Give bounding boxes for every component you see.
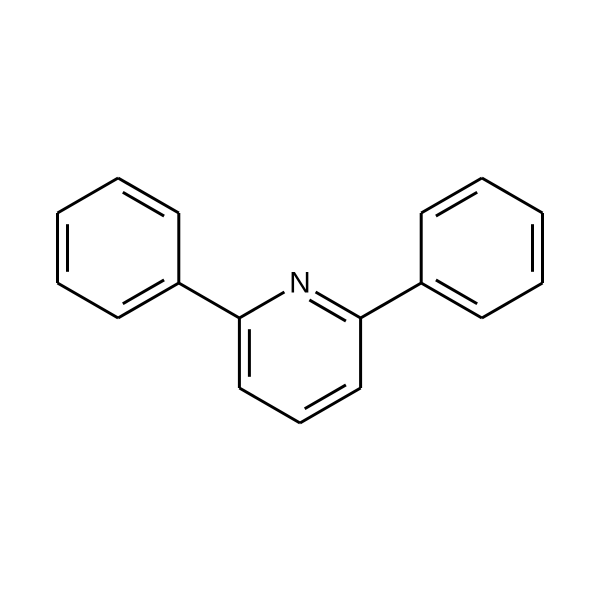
- atom-labels-group: N: [289, 267, 311, 300]
- bonds-group: [58, 178, 543, 423]
- bond-line: [305, 385, 346, 409]
- bond-line: [58, 178, 119, 213]
- bond-line: [361, 283, 422, 318]
- bond-line: [179, 283, 240, 318]
- bond-line: [436, 192, 477, 216]
- bond-line: [316, 292, 361, 318]
- bond-line: [123, 280, 164, 304]
- bond-line: [239, 388, 300, 423]
- bond-line: [123, 192, 164, 216]
- bond-line: [309, 300, 346, 321]
- bond-line: [436, 280, 477, 304]
- bond-line: [482, 283, 543, 318]
- bond-line: [58, 283, 119, 318]
- molecule-diagram: N: [0, 0, 600, 600]
- atom-label-n: N: [289, 267, 311, 300]
- bond-line: [239, 292, 284, 318]
- bond-line: [482, 178, 543, 213]
